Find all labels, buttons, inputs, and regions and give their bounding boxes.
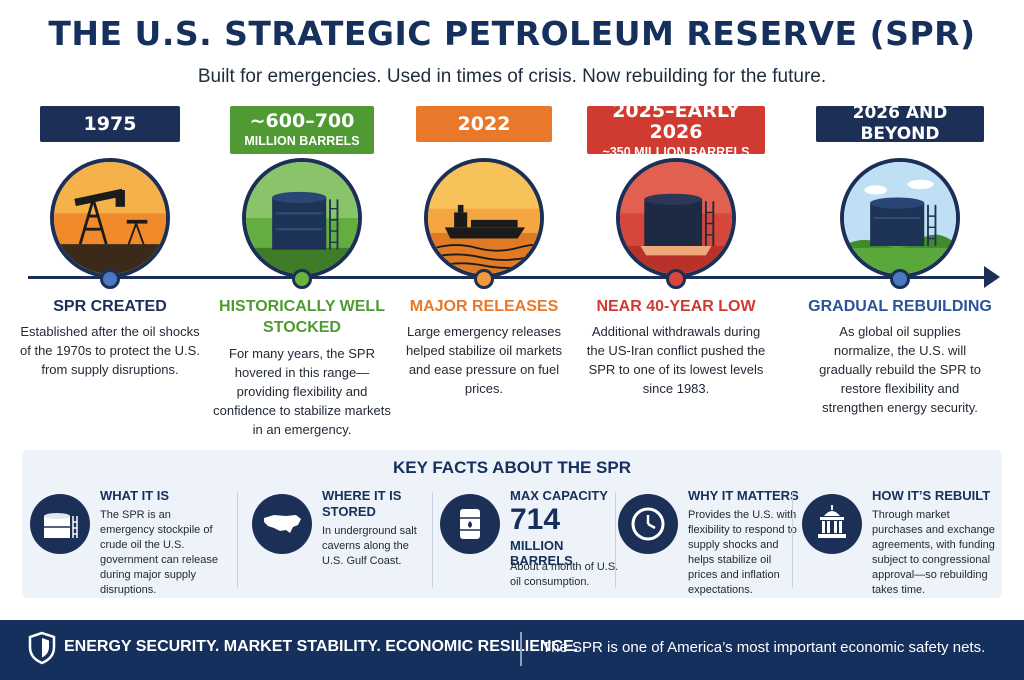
tank-icon <box>30 494 90 554</box>
fact-desc: Through market purchases and exchange ag… <box>872 509 995 596</box>
timeline-item-2025: 2025–EARLY 2026 ~350 MILLION BARRELS NEA… <box>576 100 776 396</box>
storage-tank-icon <box>242 158 362 278</box>
footer-note: The SPR is one of America’s most importa… <box>542 639 986 656</box>
badge-label: 2026 AND BEYOND <box>852 103 948 144</box>
timeline-badge: 2022 <box>416 106 552 142</box>
timeline-item-well-stocked: ~600–700 MILLION BARRELS HISTORICALLY WE… <box>202 106 402 437</box>
timeline-heading: HISTORICALLY WELL STOCKED <box>219 298 385 336</box>
badge-sublabel: MILLION BARRELS <box>244 134 360 148</box>
timeline-dot <box>474 269 494 289</box>
timeline-dot <box>890 269 910 289</box>
timeline-desc: For many years, the SPR hovered in this … <box>213 346 391 437</box>
fact-title: WHAT IT IS <box>100 488 170 503</box>
timeline-item-2026-beyond: 2026 AND BEYOND GRADUAL REBUILDING As gl… <box>800 103 1000 415</box>
fact-max-capacity: MAX CAPACITY 714 MILLION BARRELS About a… <box>432 488 627 592</box>
timeline-desc: Established after the oil shocks of the … <box>20 324 200 377</box>
fact-desc: About a month of U.S. oil consumption. <box>510 561 619 588</box>
page-subtitle: Built for emergencies. Used in times of … <box>197 66 827 87</box>
badge-label: ~600–700 <box>249 110 355 132</box>
key-facts-panel: KEY FACTS ABOUT THE SPR WHAT IT IS The S… <box>22 450 1002 598</box>
timeline-desc: Large emergency releases helped stabiliz… <box>405 324 563 396</box>
timeline-dot <box>666 269 686 289</box>
fact-desc: The SPR is an emergency stockpile of cru… <box>100 509 219 596</box>
timeline-heading: GRADUAL REBUILDING <box>808 298 992 315</box>
tanker-ship-icon <box>424 158 544 278</box>
timeline-dot <box>292 269 312 289</box>
oil-pump-icon <box>50 158 170 278</box>
us-map-icon <box>252 494 312 554</box>
timeline-dot <box>100 269 120 289</box>
badge-label: 1975 <box>83 112 137 135</box>
timeline-badge: 2026 AND BEYOND <box>816 103 984 144</box>
key-facts-title: KEY FACTS ABOUT THE SPR <box>392 458 632 477</box>
timeline-arrow-icon <box>984 266 1000 288</box>
fact-title: WHERE IT IS STORED <box>322 488 402 519</box>
rebuild-tank-icon <box>840 158 960 278</box>
fact-title: MAX CAPACITY <box>510 488 608 503</box>
clock-icon <box>618 494 678 554</box>
badge-label: 2025–EARLY 2026 <box>612 99 740 143</box>
timeline-axis <box>28 276 992 279</box>
capitol-icon <box>802 494 862 554</box>
timeline-item-1975: 1975 SPR CREATED Established after the o… <box>10 106 210 377</box>
timeline-desc: Additional withdrawals during the US-Ira… <box>586 324 766 396</box>
badge-sublabel: ~350 MILLION BARRELS <box>602 144 750 159</box>
fact-title: HOW IT’S REBUILT <box>872 488 991 503</box>
fact-desc: Provides the U.S. with flexibility to re… <box>688 509 797 596</box>
footer-divider <box>520 632 522 666</box>
fact-desc: In underground salt caverns along the U.… <box>322 525 417 567</box>
footer-tagline: ENERGY SECURITY. MARKET STABILITY. ECONO… <box>64 638 579 655</box>
capacity-unit: MILLION BARRELS <box>510 538 573 568</box>
oil-barrel-icon <box>440 494 500 554</box>
timeline-badge: 2025–EARLY 2026 ~350 MILLION BARRELS <box>587 100 765 159</box>
fact-why-it-matters: WHY IT MATTERS Provides the U.S. with fl… <box>610 488 800 596</box>
fact-title: WHY IT MATTERS <box>688 488 799 503</box>
timeline-heading: SPR CREATED <box>53 298 167 315</box>
fact-where-stored: WHERE IT IS STORED In underground salt c… <box>244 488 434 592</box>
timeline-desc: As global oil supplies normalize, the U.… <box>819 324 981 415</box>
timeline-heading: NEAR 40-YEAR LOW <box>596 298 756 315</box>
low-tank-icon <box>616 158 736 278</box>
capacity-value: 714 <box>510 503 561 536</box>
page-title: THE U.S. STRATEGIC PETROLEUM RESERVE (SP… <box>48 14 976 53</box>
fact-how-rebuilt: HOW IT’S REBUILT Through market purchase… <box>794 488 999 596</box>
badge-label: 2022 <box>457 112 511 135</box>
fact-what-it-is: WHAT IT IS The SPR is an emergency stock… <box>22 488 227 596</box>
timeline-item-2022: 2022 MAJOR RELEASES Large emergency rele… <box>384 106 584 396</box>
shield-icon <box>28 631 56 665</box>
timeline-heading: MAJOR RELEASES <box>409 298 559 315</box>
timeline-badge: 1975 <box>40 106 180 142</box>
footer-bar: ENERGY SECURITY. MARKET STABILITY. ECONO… <box>0 620 1024 680</box>
timeline-badge: ~600–700 MILLION BARRELS <box>230 106 374 154</box>
